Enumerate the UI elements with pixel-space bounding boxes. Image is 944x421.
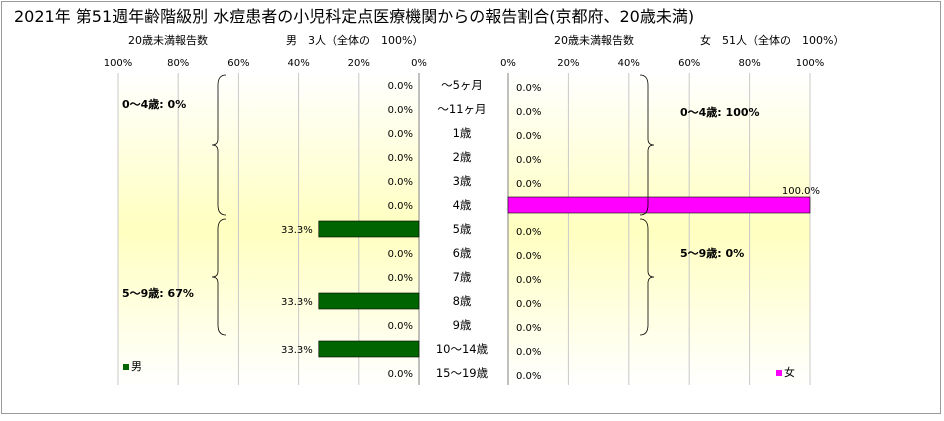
male-axis-tick-label: 100% <box>104 58 133 69</box>
age-category-label: 8歳 <box>453 294 472 308</box>
male-group-brace <box>211 74 227 216</box>
female-panel: 0% 20% 40% 60% 80% 100% 20歳未満報告数 女 51人（全体の 100%… <box>500 33 844 385</box>
male-value-label: 0.0% <box>388 273 413 284</box>
female-value-label: 0.0% <box>516 371 541 382</box>
male-axis-tick-label: 60% <box>227 58 249 69</box>
female-value-label: 0.0% <box>516 275 541 286</box>
female-legend-label: 女 <box>784 365 795 379</box>
female-value-label: 0.0% <box>516 83 541 94</box>
female-legend-swatch <box>776 370 782 376</box>
male-value-label: 0.0% <box>388 321 413 332</box>
female-value-label: 0.0% <box>516 251 541 262</box>
age-category-label: 3歳 <box>453 174 472 188</box>
male-header: 男 3人（全体の 100%） <box>286 33 423 47</box>
age-category-label: 15～19歳 <box>436 366 489 380</box>
chart-title: 2021年 第51週年齢階級別 水痘患者の小児科定点医療機関からの報告割合(京都… <box>14 7 694 26</box>
age-category-label: ～5ヶ月 <box>441 78 483 92</box>
male-group-label: 5～9歳: 67% <box>122 286 194 300</box>
male-value-label: 33.3% <box>281 297 313 308</box>
female-header: 女 51人（全体の 100%） <box>700 33 844 47</box>
female-value-label: 0.0% <box>516 131 541 142</box>
male-panel: 100% 80% 60% 40% 20% 0% 20歳未満報告数 男 3人（全体の 100%）… <box>104 33 427 385</box>
male-axis-tick-label: 20% <box>348 58 370 69</box>
female-axis-tick-label: 20% <box>557 58 579 69</box>
female-scale-label: 20歳未満報告数 <box>554 34 634 47</box>
age-category-label: ～11ヶ月 <box>437 102 486 116</box>
male-axis-tick-label: 40% <box>287 58 309 69</box>
male-value-label: 0.0% <box>388 201 413 212</box>
male-group-brace <box>211 218 227 336</box>
male-value-label: 0.0% <box>388 153 413 164</box>
age-category-label: 2歳 <box>453 150 472 164</box>
female-value-label: 0.0% <box>516 179 541 190</box>
male-bar <box>318 292 420 310</box>
male-group-label: 0～4歳: 0% <box>122 97 186 111</box>
male-bar <box>318 220 420 238</box>
female-axis-tick-label: 60% <box>678 58 700 69</box>
female-axis-tick-label: 0% <box>500 58 516 69</box>
female-value-label: 0.0% <box>516 155 541 166</box>
female-plot-area <box>508 73 810 385</box>
male-value-label: 33.3% <box>281 225 313 236</box>
age-category-label: 7歳 <box>453 270 472 284</box>
female-bar <box>507 196 811 214</box>
female-value-label: 100.0% <box>782 186 820 197</box>
male-value-label: 0.0% <box>388 177 413 188</box>
age-category-label: 6歳 <box>453 246 472 260</box>
female-value-label: 0.0% <box>516 107 541 118</box>
female-group-label: 5～9歳: 0% <box>680 246 744 260</box>
male-value-label: 0.0% <box>388 81 413 92</box>
female-group-brace <box>639 218 655 336</box>
age-category-label: 5歳 <box>453 222 472 236</box>
age-category-label: 1歳 <box>453 126 472 140</box>
age-category-label: 10～14歳 <box>436 342 489 356</box>
female-group-label: 0～4歳: 100% <box>680 105 760 119</box>
male-value-label: 0.0% <box>388 105 413 116</box>
female-axis-tick-label: 40% <box>618 58 640 69</box>
category-labels: ～5ヶ月 ～11ヶ月 1歳 2歳 3歳 4歳 5歳 6歳 7歳 8歳 9歳 10～14歳 15～19歳 <box>436 78 489 380</box>
age-category-label: 4歳 <box>453 198 472 212</box>
male-value-label: 0.0% <box>388 249 413 260</box>
male-value-label: 33.3% <box>281 345 313 356</box>
male-legend-swatch <box>123 364 129 370</box>
age-category-label: 9歳 <box>453 318 472 332</box>
female-value-label: 0.0% <box>516 323 541 334</box>
male-bar <box>318 340 420 358</box>
male-axis-tick-label: 80% <box>167 58 189 69</box>
female-value-label: 0.0% <box>516 299 541 310</box>
female-axis-tick-label: 80% <box>738 58 760 69</box>
female-group-brace <box>639 74 655 216</box>
male-value-label: 0.0% <box>388 129 413 140</box>
male-axis-tick-label: 0% <box>411 58 427 69</box>
female-value-label: 0.0% <box>516 227 541 238</box>
male-scale-label: 20歳未満報告数 <box>128 34 208 47</box>
male-legend-label: 男 <box>131 360 142 373</box>
female-value-label: 0.0% <box>516 347 541 358</box>
female-axis-tick-label: 100% <box>796 58 825 69</box>
male-value-label: 0.0% <box>388 369 413 380</box>
